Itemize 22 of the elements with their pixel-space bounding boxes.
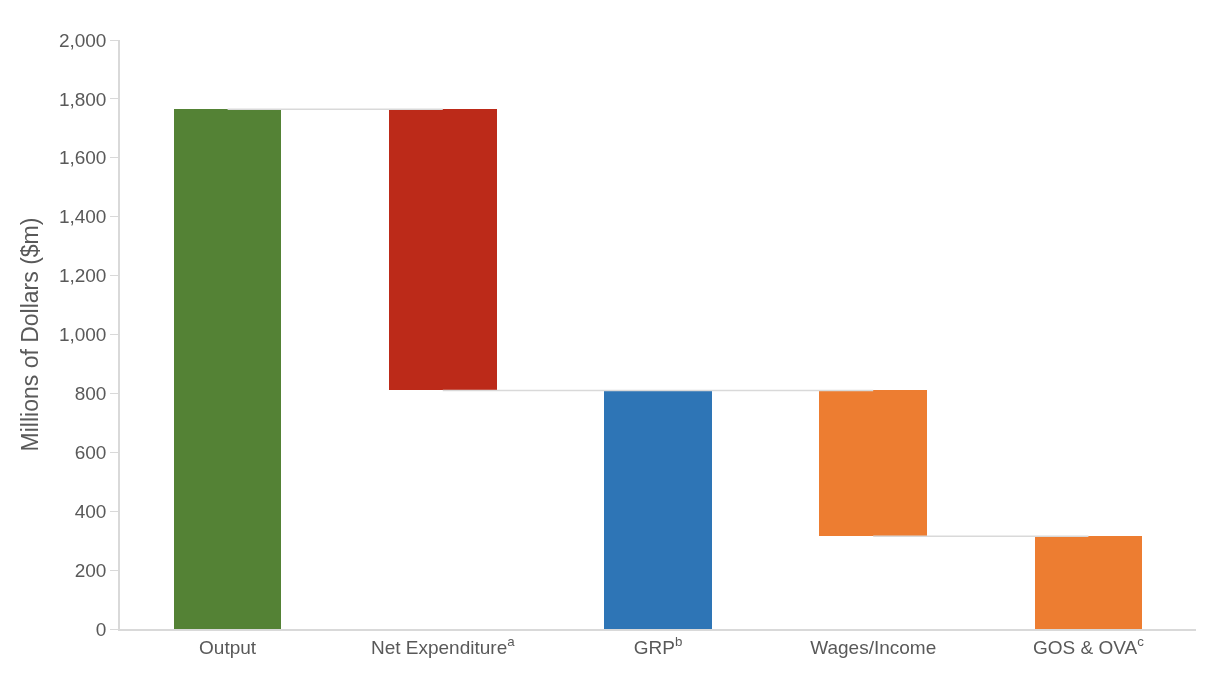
x-tick-label: Wages/Income <box>810 636 937 658</box>
y-tick-label: 2,000 <box>58 29 107 51</box>
x-tick-label: Output <box>199 636 257 658</box>
y-tick-label: 1,000 <box>58 324 107 346</box>
y-tick-label: 600 <box>74 441 107 463</box>
x-tick-label: GOS & OVA$^{c}$ <box>1032 633 1145 658</box>
y-tick-label: 200 <box>74 559 107 581</box>
bar <box>174 109 281 629</box>
bar <box>389 109 497 390</box>
y-axis-title: Millions of Dollars ($m) <box>16 217 43 452</box>
x-tick-label: GRP$^{b}$ <box>633 633 683 658</box>
y-tick-label: 1,800 <box>58 88 107 110</box>
y-tick-label: 800 <box>74 383 107 405</box>
bar <box>1035 536 1142 629</box>
bar <box>604 390 712 629</box>
x-tick-label: Net Expenditure$^{a}$ <box>370 633 516 658</box>
y-tick-label: 1,600 <box>58 147 107 169</box>
bar <box>819 390 927 536</box>
y-tick-label: 400 <box>74 500 107 522</box>
y-tick-label: 1,200 <box>58 265 107 287</box>
y-tick-label: 1,400 <box>58 206 107 228</box>
y-tick-label: 0 <box>95 618 107 640</box>
